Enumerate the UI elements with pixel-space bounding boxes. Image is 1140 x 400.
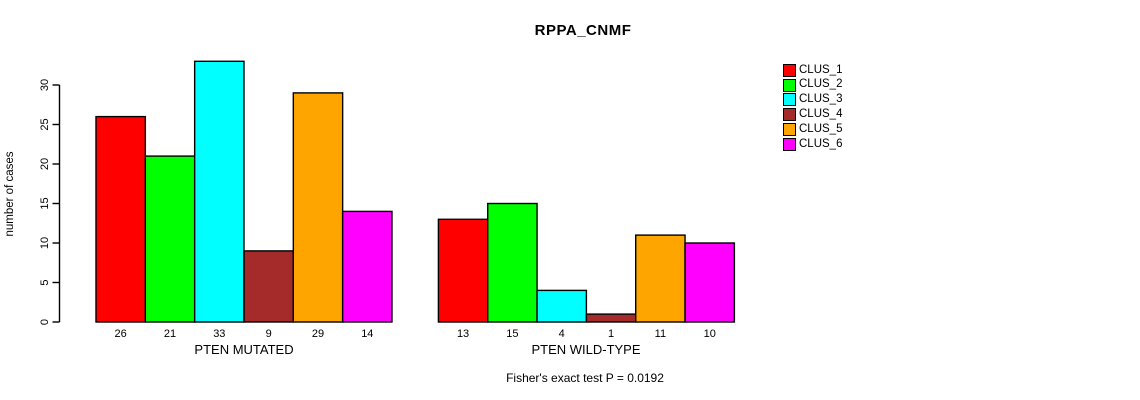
bar-value-label: 21 bbox=[164, 328, 176, 340]
bar-clus_5 bbox=[292, 92, 344, 323]
bar-value-label: 4 bbox=[559, 328, 565, 340]
legend-swatch-clus-6 bbox=[783, 137, 796, 151]
y-axis-tick-label: 5 bbox=[39, 279, 51, 285]
y-axis-title: number of cases bbox=[4, 151, 16, 237]
legend-label: CLUS_2 bbox=[799, 78, 843, 91]
y-axis-tick-label: 15 bbox=[39, 197, 51, 209]
legend-item: CLUS_3 bbox=[783, 93, 842, 108]
y-axis-tick-label: 25 bbox=[39, 118, 51, 130]
bar-clus_6 bbox=[684, 242, 736, 323]
bar-clus_2 bbox=[487, 202, 538, 323]
y-axis-tick-label: 30 bbox=[39, 79, 51, 91]
bar-clus_3 bbox=[536, 289, 588, 323]
group-label-pten-mutated: PTEN MUTATED bbox=[194, 342, 294, 357]
bar-value-label: 26 bbox=[115, 328, 127, 340]
legend-label: CLUS_3 bbox=[799, 93, 843, 106]
footer-stat-text: Fisher's exact test P = 0.0192 bbox=[506, 371, 664, 385]
y-axis-tick-label: 20 bbox=[39, 158, 51, 170]
legend-swatch-clus-1 bbox=[783, 63, 796, 77]
bar-clus_2 bbox=[144, 155, 196, 323]
y-axis-tick-label: 10 bbox=[39, 237, 51, 249]
bar-value-label: 15 bbox=[506, 328, 518, 340]
y-axis-tick-label: 0 bbox=[39, 319, 51, 325]
bar-value-label: 9 bbox=[266, 328, 272, 340]
bar-value-label: 11 bbox=[655, 328, 666, 340]
bar-value-label: 33 bbox=[213, 328, 225, 340]
legend-item: CLUS_2 bbox=[783, 78, 842, 93]
bar-clus_1 bbox=[95, 115, 147, 323]
bar-value-label: 13 bbox=[457, 328, 469, 340]
legend-swatch-clus-3 bbox=[783, 93, 796, 107]
legend-label: CLUS_5 bbox=[799, 122, 843, 135]
legend-item: CLUS_1 bbox=[783, 63, 842, 78]
legend-swatch-clus-2 bbox=[783, 78, 796, 92]
legend-item: CLUS_5 bbox=[783, 122, 842, 137]
legend-swatch-clus-5 bbox=[783, 123, 796, 137]
bar-value-label: 10 bbox=[704, 328, 716, 340]
legend-swatch-clus-4 bbox=[783, 108, 796, 122]
bar-value-label: 29 bbox=[312, 328, 324, 340]
legend-label: CLUS_6 bbox=[799, 137, 843, 150]
legend-label: CLUS_4 bbox=[799, 108, 843, 121]
bar-clus_5 bbox=[635, 234, 686, 323]
bar-clus_6 bbox=[341, 210, 393, 323]
bar-clus_4 bbox=[585, 313, 637, 323]
bar-value-label: 14 bbox=[361, 328, 373, 340]
chart-title: RPPA_CNMF bbox=[534, 22, 632, 39]
bar-clus_4 bbox=[243, 250, 295, 323]
group-label-pten-wild-type: PTEN WILD-TYPE bbox=[531, 342, 641, 357]
bar-value-label: 1 bbox=[608, 328, 614, 340]
legend-item: CLUS_4 bbox=[783, 107, 842, 122]
legend-item: CLUS_6 bbox=[783, 137, 842, 152]
legend: CLUS_1 CLUS_2 CLUS_3 CLUS_4 CLUS_5 CLUS_… bbox=[783, 63, 842, 152]
bar-clus_1 bbox=[437, 218, 489, 323]
legend-label: CLUS_1 bbox=[799, 63, 843, 76]
bar-clus_3 bbox=[193, 60, 245, 323]
